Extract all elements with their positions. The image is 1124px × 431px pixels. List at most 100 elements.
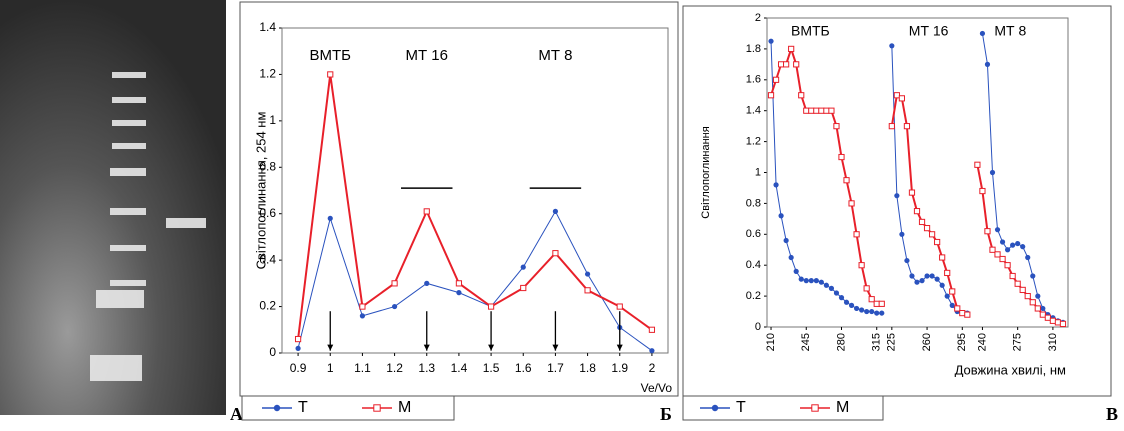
y-tick-label: 0.4 [746, 259, 761, 271]
point [894, 193, 900, 199]
point [939, 254, 946, 261]
point [853, 305, 860, 312]
point [648, 326, 656, 333]
point [838, 153, 845, 161]
panel-label: А [230, 404, 243, 424]
point [879, 310, 885, 316]
point [934, 238, 941, 246]
x-tick-label: 225 [886, 333, 898, 351]
x-tick-label: 1 [327, 361, 334, 375]
point [788, 254, 794, 261]
point [848, 302, 855, 308]
point [818, 279, 824, 285]
point [1039, 311, 1046, 318]
point [949, 302, 955, 308]
point [923, 225, 931, 232]
point [928, 231, 936, 238]
y-tick-label: 1.2 [746, 136, 761, 148]
point [423, 208, 430, 215]
y-tick-label: 1 [269, 113, 276, 127]
point [818, 107, 825, 114]
point [1015, 240, 1021, 247]
y-tick-label: 1.4 [259, 20, 276, 34]
point [864, 308, 870, 315]
y-tick-label: 0.8 [746, 197, 761, 209]
chart-frame [682, 5, 1112, 397]
point [773, 182, 779, 188]
x-tick-label: 2 [649, 361, 656, 375]
point [1029, 299, 1036, 306]
point [424, 280, 430, 286]
annotation: МТ 16 [405, 47, 448, 64]
point [979, 30, 986, 37]
point [456, 290, 462, 296]
x-tick-label: 1.2 [386, 361, 403, 375]
point [984, 61, 991, 67]
point [1014, 280, 1021, 287]
point [858, 262, 865, 269]
y-tick-label: 0.6 [746, 228, 761, 240]
line [981, 33, 1064, 323]
point [904, 257, 910, 264]
y-tick-label: 0.4 [259, 252, 276, 266]
point [813, 107, 820, 114]
point [924, 273, 930, 279]
legend-label: T [298, 399, 308, 416]
point [994, 227, 1001, 233]
point [874, 310, 880, 316]
point [909, 273, 915, 279]
point [918, 218, 926, 226]
x-tick-label: 1.9 [611, 361, 628, 375]
x-tick-label: 210 [765, 333, 777, 351]
point [294, 335, 302, 343]
point [1040, 305, 1046, 312]
point [783, 61, 790, 68]
point [914, 279, 920, 285]
point [1044, 314, 1051, 321]
line [770, 45, 882, 305]
x-tick-label: 275 [1012, 333, 1024, 351]
point [873, 300, 880, 307]
y-axis-label: Світлопоглинання, 254 нм [253, 112, 268, 270]
x-tick-label: 1.8 [579, 361, 596, 375]
point [934, 276, 940, 282]
point [833, 290, 840, 296]
arrow-head [423, 344, 430, 351]
point [1009, 272, 1016, 280]
plot-frame [766, 17, 1069, 328]
point [853, 231, 860, 238]
point [959, 309, 966, 317]
x-tick-label: 245 [800, 333, 812, 351]
y-tick-label: 1.6 [746, 74, 761, 86]
x-tick-label: 315 [871, 333, 883, 351]
y-tick-label: 1.4 [746, 105, 761, 117]
line [891, 45, 968, 314]
point [823, 107, 830, 114]
x-tick-label: 1.3 [418, 361, 435, 375]
point [584, 287, 591, 294]
point [888, 123, 895, 130]
point [898, 95, 905, 102]
point [828, 107, 835, 114]
point [1010, 242, 1016, 248]
annotation: МТ 16 [909, 23, 949, 39]
line [297, 74, 653, 340]
point [949, 288, 956, 295]
point [798, 276, 804, 282]
point [954, 305, 961, 312]
point [833, 123, 840, 130]
point [772, 76, 780, 83]
legend-label: T [736, 399, 746, 416]
y-tick-label: 0 [755, 321, 761, 333]
x-tick-label: 310 [1047, 333, 1059, 351]
point [944, 293, 950, 299]
x-tick-label: 1.1 [354, 361, 371, 375]
point [1049, 317, 1056, 324]
arrow-head [552, 344, 559, 351]
point [768, 38, 774, 44]
point [813, 278, 819, 284]
point [295, 345, 301, 351]
point [989, 246, 996, 253]
y-axis-label: Світлопоглинання [700, 126, 712, 218]
y-tick-label: 2 [755, 12, 761, 24]
